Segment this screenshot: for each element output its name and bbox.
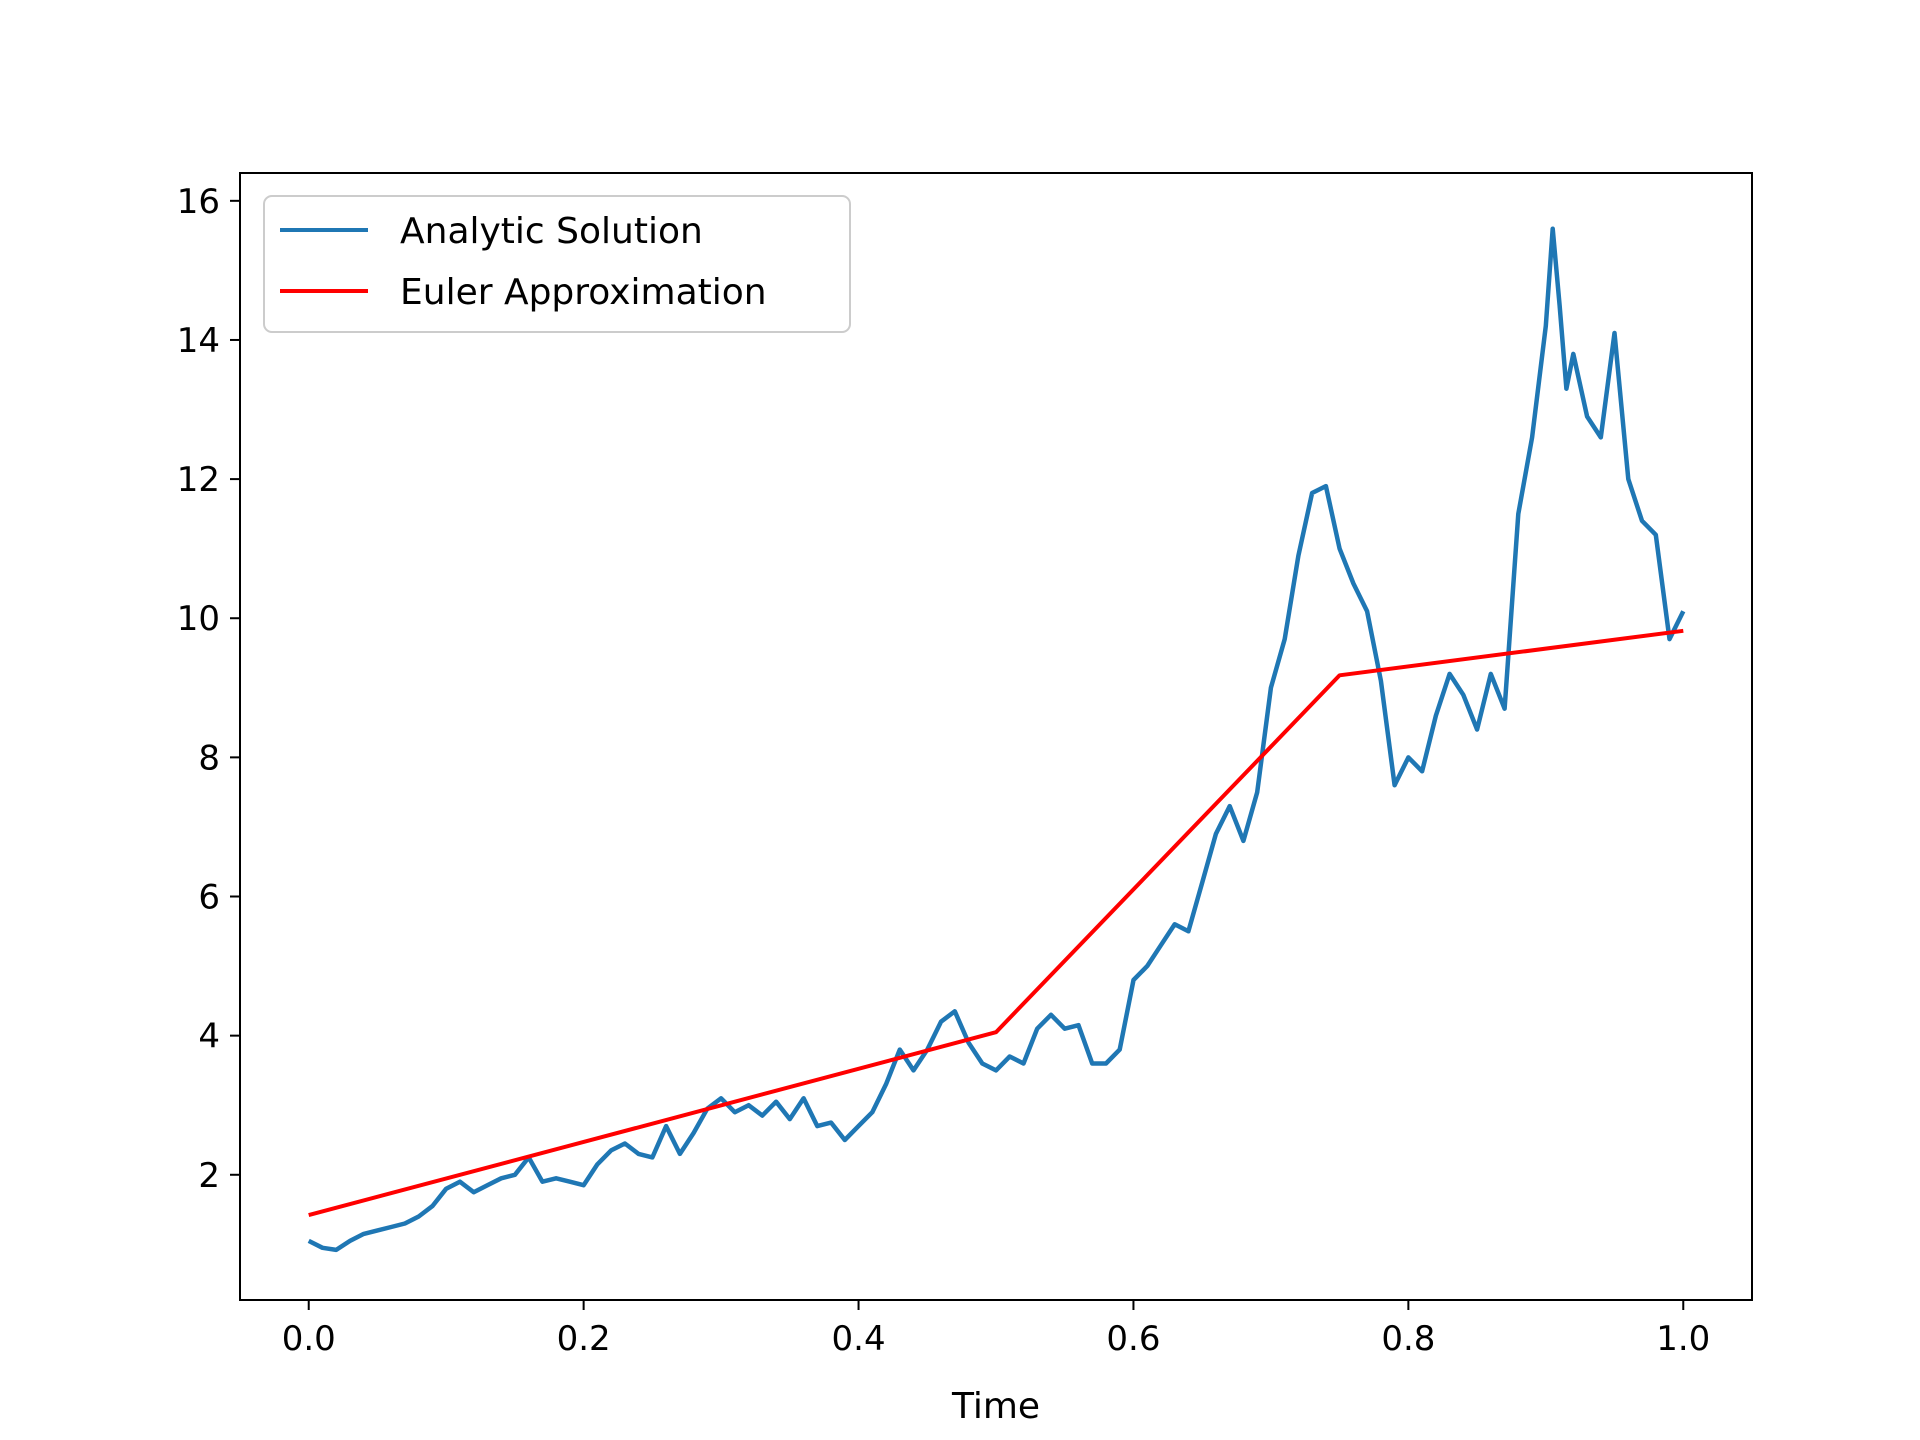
- x-tick-label: 0.8: [1381, 1319, 1435, 1359]
- plot-lines: [307, 226, 1686, 1253]
- x-tick-label: 0.4: [832, 1319, 886, 1359]
- y-tick-label: 6: [198, 878, 220, 918]
- x-tick-label: 1.0: [1656, 1319, 1710, 1359]
- x-tick-label: 0.0: [282, 1319, 336, 1359]
- y-axis-ticks: 2 4 6 8 10 12 14 16: [177, 182, 240, 1196]
- legend-label-euler-approximation: Euler Approximation: [400, 272, 767, 313]
- legend-label-analytic-solution: Analytic Solution: [400, 211, 703, 252]
- x-axis-ticks: 0.0 0.2 0.4 0.6 0.8 1.0: [282, 1300, 1710, 1359]
- y-tick-label: 4: [198, 1017, 220, 1057]
- y-tick-label: 2: [198, 1156, 220, 1196]
- y-tick-label: 10: [177, 599, 220, 639]
- x-axis-label: Time: [951, 1386, 1040, 1427]
- x-tick-label: 0.6: [1106, 1319, 1160, 1359]
- y-tick-label: 14: [177, 321, 220, 361]
- x-tick-label: 0.2: [557, 1319, 611, 1359]
- plot-area-frame: [239, 172, 1753, 1301]
- legend: Analytic Solution Euler Approximation: [263, 195, 851, 333]
- series-line-euler-approximation: [308, 628, 1684, 1218]
- y-tick-label: 12: [177, 460, 220, 500]
- legend-box: [263, 195, 851, 333]
- y-tick-label: 16: [177, 182, 220, 222]
- series-line-analytic-solution: [307, 226, 1686, 1253]
- y-tick-label: 8: [198, 738, 220, 778]
